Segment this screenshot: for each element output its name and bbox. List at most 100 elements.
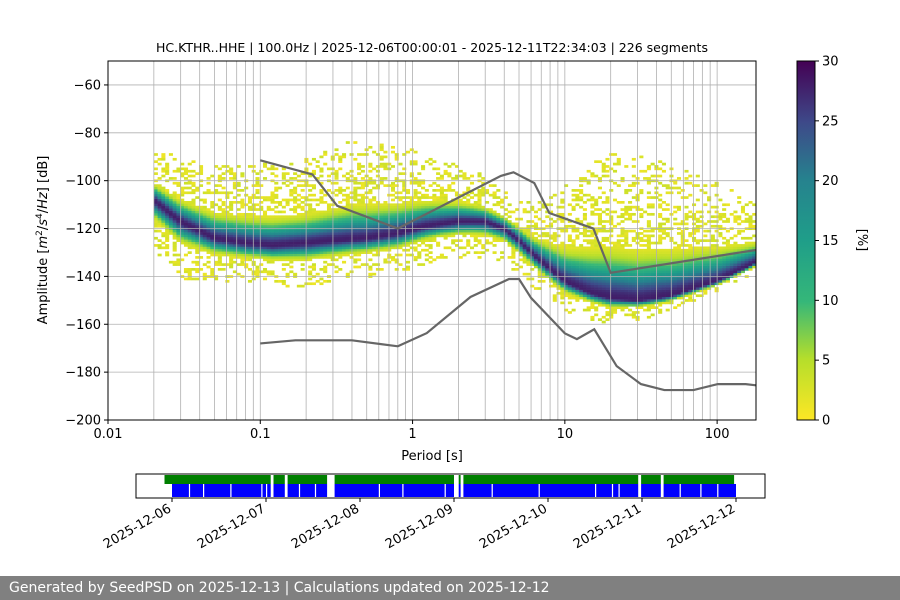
density-cell	[469, 215, 475, 219]
density-cell	[537, 256, 542, 259]
density-cell	[225, 244, 230, 247]
density-cell	[740, 253, 746, 257]
density-cell	[202, 212, 207, 216]
density-cell	[183, 268, 189, 271]
density-cell	[300, 244, 305, 247]
density-cell	[530, 256, 535, 259]
density-cell	[481, 177, 486, 180]
density-cell	[590, 315, 595, 319]
density-cell	[594, 174, 599, 178]
density-cell	[281, 217, 286, 221]
density-cell	[296, 232, 301, 235]
density-cell	[334, 236, 339, 240]
density-cell	[556, 251, 561, 254]
density-cell	[191, 215, 196, 219]
density-cell	[744, 253, 749, 257]
density-cell	[714, 258, 719, 262]
density-cell	[684, 294, 689, 298]
density-cell	[443, 193, 448, 197]
density-cell	[571, 248, 576, 252]
density-cell	[368, 258, 373, 262]
density-cell	[244, 203, 249, 207]
density-cell	[368, 165, 373, 168]
density-cell	[485, 220, 490, 223]
density-cell	[477, 234, 482, 238]
density-cell	[624, 212, 629, 216]
density-cell	[661, 291, 666, 295]
density-cell	[601, 246, 606, 250]
density-cell	[549, 246, 554, 250]
density-cell	[278, 241, 283, 245]
density-cell	[673, 270, 678, 274]
density-cell	[752, 253, 756, 257]
density-cell	[319, 167, 324, 171]
density-cell	[285, 201, 290, 204]
density-cell	[552, 220, 557, 223]
density-cell	[571, 244, 576, 247]
density-cell	[579, 232, 584, 235]
density-cell	[293, 210, 298, 214]
density-cell	[612, 306, 618, 310]
density-cell	[244, 253, 249, 257]
density-cell	[168, 229, 173, 233]
density-cell	[605, 277, 610, 281]
density-cell	[740, 256, 746, 259]
density-cell	[357, 165, 362, 168]
density-cell	[266, 232, 271, 235]
density-cell	[680, 294, 685, 298]
density-cell	[533, 210, 539, 214]
density-cell	[236, 215, 241, 219]
density-cell	[195, 260, 200, 264]
density-cell	[319, 246, 324, 250]
density-cell	[244, 251, 249, 254]
density-cell	[274, 220, 279, 223]
density-cell	[247, 205, 252, 209]
density-cell	[582, 299, 587, 302]
density-cell	[503, 217, 508, 221]
density-cell	[496, 215, 501, 219]
density-cell	[744, 268, 749, 271]
density-cell	[172, 248, 177, 252]
density-cell	[436, 167, 441, 171]
density-cell	[541, 272, 546, 276]
density-cell	[326, 241, 332, 245]
density-cell	[552, 265, 557, 269]
density-cell	[379, 215, 384, 219]
density-cell	[274, 232, 279, 235]
density-cell	[383, 246, 388, 250]
density-cell	[556, 234, 561, 238]
density-cell	[646, 244, 651, 247]
density-cell	[665, 186, 670, 190]
density-cell	[394, 232, 399, 235]
density-cell	[165, 198, 170, 202]
density-cell	[639, 232, 644, 235]
density-cell	[650, 212, 655, 216]
density-cell	[692, 289, 697, 293]
density-cell	[308, 215, 313, 219]
density-cell	[473, 208, 478, 211]
density-cell	[492, 215, 497, 219]
density-cell	[176, 193, 181, 197]
density-cell	[462, 191, 467, 195]
density-cell	[477, 205, 482, 209]
density-cell	[278, 217, 283, 221]
density-cell	[752, 220, 756, 223]
density-cell	[575, 251, 580, 254]
density-cell	[462, 234, 467, 238]
density-cell	[560, 220, 565, 223]
density-cell	[165, 212, 170, 216]
density-cell	[232, 174, 237, 178]
density-cell	[417, 205, 422, 209]
density-cell	[725, 244, 730, 247]
density-cell	[236, 220, 241, 223]
density-cell	[236, 165, 241, 168]
density-cell	[266, 167, 271, 171]
density-cell	[511, 232, 516, 235]
density-cell	[522, 239, 527, 242]
density-cell	[274, 224, 279, 228]
timeline-green-segment	[641, 475, 661, 484]
density-cell	[609, 256, 614, 259]
density-cell	[714, 289, 719, 293]
density-cell	[552, 246, 557, 250]
density-cell	[289, 265, 294, 269]
